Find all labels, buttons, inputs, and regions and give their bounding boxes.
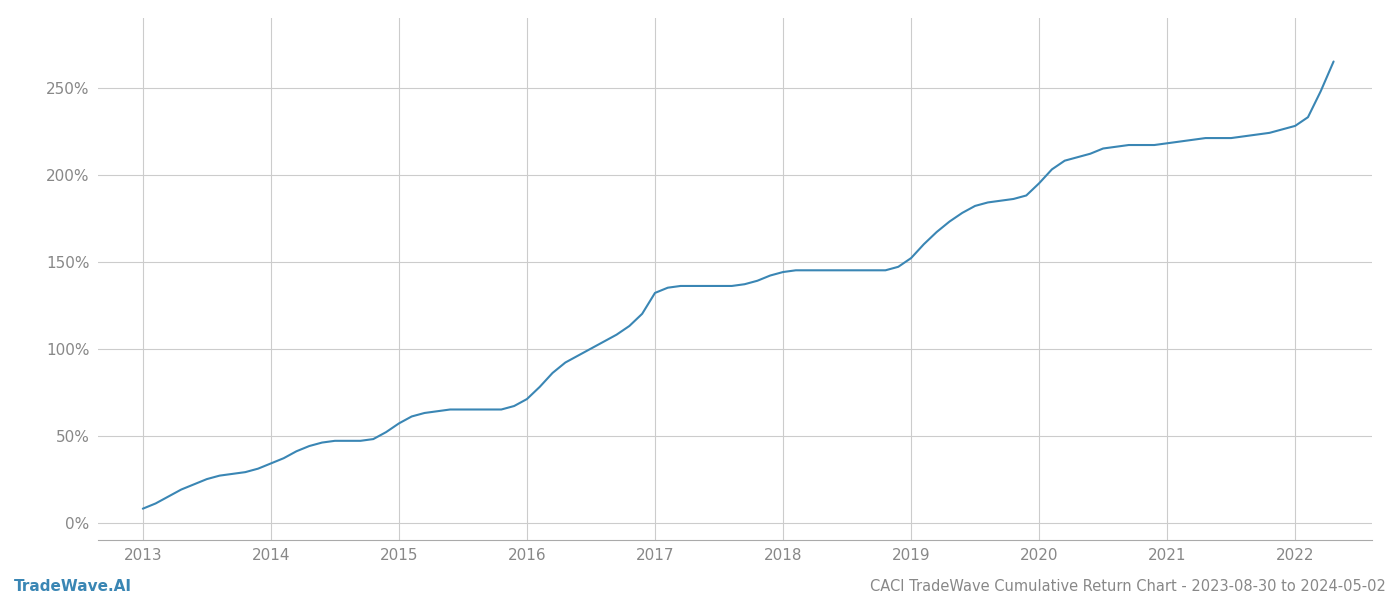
Text: CACI TradeWave Cumulative Return Chart - 2023-08-30 to 2024-05-02: CACI TradeWave Cumulative Return Chart -… xyxy=(871,579,1386,594)
Text: TradeWave.AI: TradeWave.AI xyxy=(14,579,132,594)
